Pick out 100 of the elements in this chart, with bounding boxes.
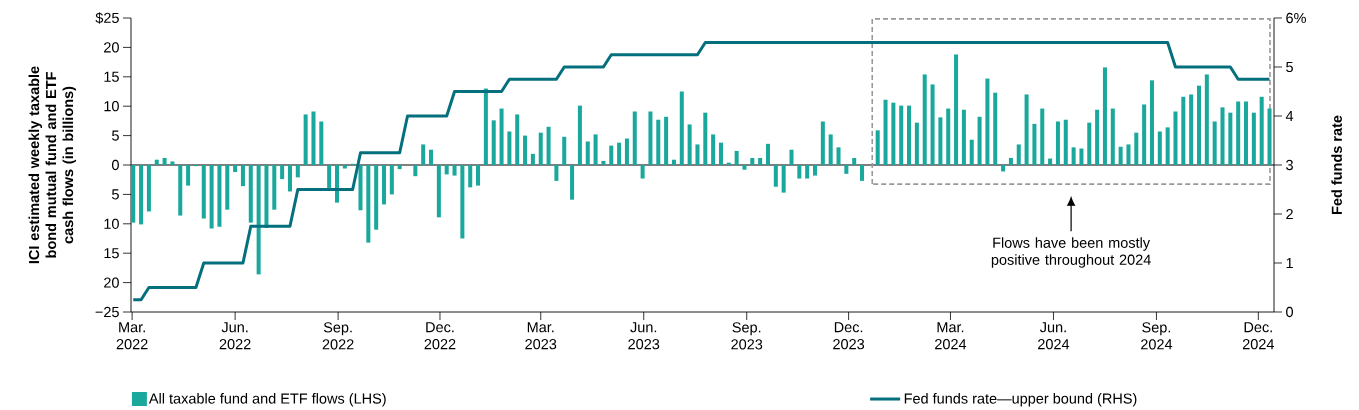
bar xyxy=(570,165,575,200)
bar xyxy=(852,157,857,165)
bar xyxy=(624,138,629,165)
bar xyxy=(860,165,865,181)
bar xyxy=(922,74,927,165)
bar xyxy=(538,132,543,165)
bar xyxy=(1110,108,1115,165)
bar xyxy=(311,111,316,165)
bar xyxy=(671,159,676,165)
bar xyxy=(397,165,402,170)
bar xyxy=(1149,80,1154,165)
bar xyxy=(954,54,959,165)
y2-tick-label: 6% xyxy=(1286,12,1306,24)
bar xyxy=(1244,101,1249,165)
bar xyxy=(1196,85,1201,165)
y-tick-label: 5 xyxy=(112,130,119,141)
bar xyxy=(1165,127,1170,165)
bar xyxy=(593,134,598,165)
bar xyxy=(1212,121,1217,165)
bar xyxy=(1126,144,1131,165)
bar xyxy=(961,109,966,165)
bar xyxy=(993,92,998,165)
bar xyxy=(1189,94,1194,165)
y-tick-label: 15 xyxy=(104,248,119,259)
y-tick-label: 20 xyxy=(104,42,119,53)
bar xyxy=(773,165,778,187)
bar xyxy=(789,149,794,165)
bar xyxy=(468,165,473,188)
bar xyxy=(303,114,308,165)
bar xyxy=(436,165,441,218)
bar xyxy=(1220,107,1225,165)
bar xyxy=(742,165,747,170)
bar xyxy=(828,134,833,165)
bar xyxy=(358,165,363,211)
bar xyxy=(648,111,653,165)
bar xyxy=(1079,148,1084,165)
x-tick-label: Mar. 2023 xyxy=(525,322,557,350)
bar xyxy=(523,135,528,165)
bar xyxy=(452,165,457,176)
bar xyxy=(256,165,261,275)
bar xyxy=(1181,96,1186,165)
bar xyxy=(248,165,253,223)
bar xyxy=(374,165,379,230)
y2-tick-label: 2 xyxy=(1286,208,1293,220)
x-tick-label: Sep. 2023 xyxy=(731,322,763,350)
bar xyxy=(1032,123,1037,165)
bar xyxy=(178,165,183,216)
bar xyxy=(429,149,434,165)
y2-tick-label: 1 xyxy=(1286,258,1293,268)
bar xyxy=(687,124,692,165)
bar xyxy=(914,122,919,165)
x-tick-label: Sep. 2024 xyxy=(1141,322,1173,350)
bar xyxy=(765,143,770,165)
bar xyxy=(139,165,144,225)
bar xyxy=(577,105,582,165)
y-tick-label: −25 xyxy=(95,306,119,318)
x-tick-label: Dec. 2024 xyxy=(1242,322,1275,350)
bar xyxy=(1118,146,1123,165)
bar xyxy=(1048,158,1053,165)
bar xyxy=(585,141,590,165)
bar xyxy=(240,165,245,187)
bar xyxy=(460,165,465,239)
bar xyxy=(781,165,786,193)
bar xyxy=(1157,131,1162,165)
bar xyxy=(342,165,347,169)
bar xyxy=(530,153,535,165)
y-tick-label: 15 xyxy=(104,71,119,82)
y-tick-label: 5 xyxy=(112,189,119,200)
bar xyxy=(601,160,606,165)
bar xyxy=(334,165,339,203)
y2-tick-label: 0 xyxy=(1286,306,1294,318)
bar xyxy=(562,136,567,165)
bar xyxy=(507,131,512,165)
bar xyxy=(264,165,269,228)
bar xyxy=(1040,108,1045,165)
bar xyxy=(186,165,191,186)
bar xyxy=(883,99,888,165)
bar xyxy=(1134,132,1139,165)
x-tick-label: Mar. 2024 xyxy=(935,322,967,350)
x-tick-label: Jun. 2022 xyxy=(219,322,251,350)
bar xyxy=(632,111,637,165)
bar xyxy=(131,165,136,223)
bar xyxy=(295,165,300,178)
x-tick-label: Sep. 2022 xyxy=(322,322,354,350)
bar xyxy=(201,165,206,219)
bar xyxy=(875,130,880,165)
bar xyxy=(146,165,151,212)
bar xyxy=(1142,104,1147,165)
bar xyxy=(1228,112,1233,165)
bar xyxy=(703,112,708,165)
bar xyxy=(946,108,951,165)
bar xyxy=(1259,96,1264,165)
bar xyxy=(476,165,481,186)
bar xyxy=(899,105,904,165)
bar xyxy=(891,102,896,165)
y-axis-title: ICI estimated weekly taxable bond mutual fund and ETF cash flows (in billions) xyxy=(28,66,77,264)
y2-tick-label: 3 xyxy=(1286,159,1293,171)
bar xyxy=(1087,122,1092,165)
bar xyxy=(389,165,394,195)
bar xyxy=(836,147,841,165)
